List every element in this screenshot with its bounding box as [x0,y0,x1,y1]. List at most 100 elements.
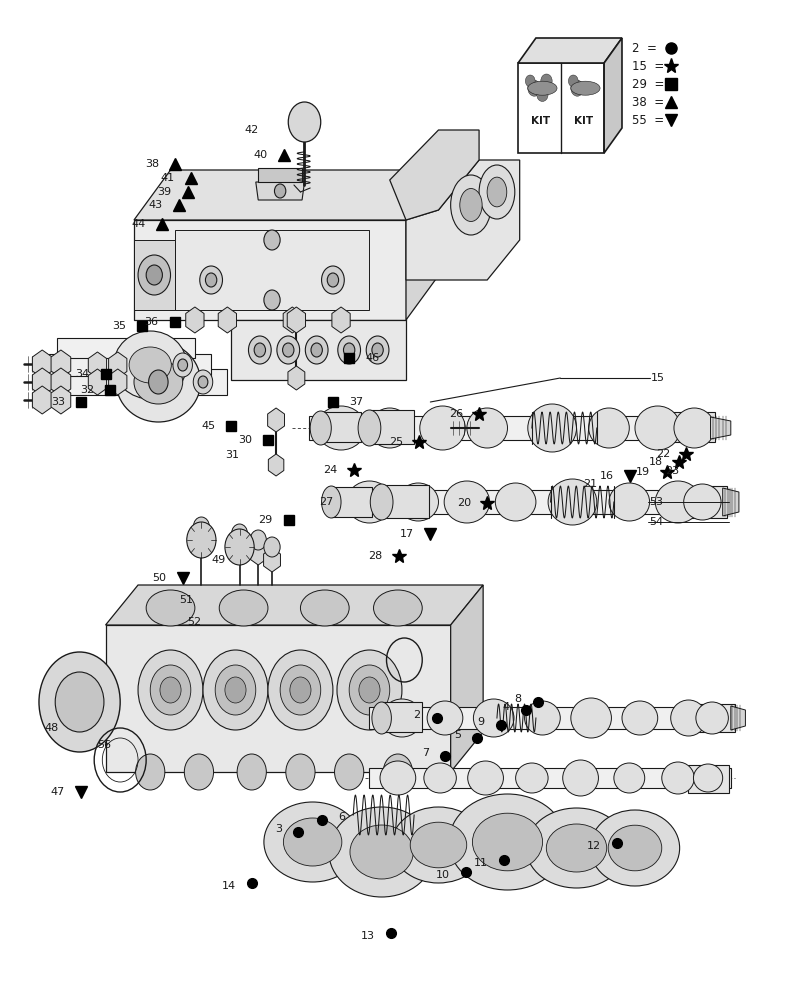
Polygon shape [517,63,603,153]
Ellipse shape [448,794,565,890]
Polygon shape [193,528,209,552]
Polygon shape [32,368,52,396]
Circle shape [337,650,401,730]
Text: 38  =: 38 = [631,96,663,109]
Circle shape [55,672,104,732]
Polygon shape [51,350,71,378]
Polygon shape [331,487,371,517]
Ellipse shape [527,404,576,452]
Bar [49,354,211,376]
Ellipse shape [283,818,341,866]
Text: 21: 21 [582,479,596,489]
Polygon shape [109,369,127,395]
Text: 13: 13 [360,931,374,941]
Circle shape [150,665,191,715]
Circle shape [225,529,254,565]
Text: 42: 42 [243,125,258,135]
Ellipse shape [444,481,489,523]
Ellipse shape [670,700,706,736]
Ellipse shape [459,188,482,222]
Ellipse shape [116,342,200,422]
Text: 48: 48 [44,723,58,733]
Polygon shape [369,410,414,444]
Text: 25: 25 [388,437,402,447]
Circle shape [383,754,412,790]
Text: KIT: KIT [530,116,550,126]
Circle shape [135,754,165,790]
Circle shape [138,650,203,730]
Text: 41: 41 [161,173,174,183]
Circle shape [178,359,187,371]
Ellipse shape [397,483,438,521]
Circle shape [225,677,246,703]
Polygon shape [603,38,621,153]
Polygon shape [51,368,71,396]
Text: 46: 46 [365,353,379,363]
Ellipse shape [381,699,422,737]
Ellipse shape [350,825,413,879]
Ellipse shape [134,360,182,404]
Ellipse shape [450,175,491,235]
Circle shape [264,290,280,310]
Circle shape [321,266,344,294]
Polygon shape [288,366,304,390]
Polygon shape [406,160,519,280]
Polygon shape [186,307,204,333]
Polygon shape [134,240,174,310]
Ellipse shape [546,824,606,872]
Circle shape [237,754,266,790]
Text: 39: 39 [157,187,171,197]
Polygon shape [174,230,369,310]
Polygon shape [231,535,247,559]
Polygon shape [88,352,106,378]
Circle shape [160,677,181,703]
Polygon shape [45,654,114,750]
Circle shape [568,75,577,87]
Polygon shape [134,220,405,320]
Polygon shape [255,182,304,200]
Ellipse shape [371,702,391,734]
Polygon shape [320,412,361,442]
Ellipse shape [369,408,410,448]
Circle shape [268,650,333,730]
Circle shape [264,230,280,250]
Circle shape [371,343,383,357]
Text: 15: 15 [650,373,664,383]
Circle shape [146,265,162,285]
Ellipse shape [524,701,560,735]
Polygon shape [287,307,305,333]
Text: 47: 47 [50,787,65,797]
Polygon shape [283,307,301,333]
Polygon shape [134,170,442,220]
Text: 2  =: 2 = [631,41,656,54]
Circle shape [540,74,551,88]
Polygon shape [692,704,734,732]
Polygon shape [389,130,478,220]
Polygon shape [665,412,714,442]
Circle shape [366,336,388,364]
Text: 51: 51 [179,595,193,605]
Text: 24: 24 [323,465,337,475]
Circle shape [39,652,120,752]
Circle shape [203,650,268,730]
Polygon shape [264,548,280,572]
Text: 10: 10 [436,870,449,880]
Circle shape [334,754,363,790]
Circle shape [205,273,217,287]
Text: 44: 44 [131,219,146,229]
Ellipse shape [310,411,331,445]
Polygon shape [268,454,284,476]
Text: 17: 17 [400,529,414,539]
Circle shape [277,336,299,364]
Circle shape [525,75,534,87]
Polygon shape [381,485,428,518]
Ellipse shape [607,825,661,871]
Text: 11: 11 [474,858,487,868]
Polygon shape [722,488,738,516]
Ellipse shape [547,479,596,525]
Text: 55  =: 55 = [631,113,663,126]
Text: 26: 26 [448,409,462,419]
Ellipse shape [683,484,720,520]
Ellipse shape [427,701,462,735]
Circle shape [274,184,285,198]
